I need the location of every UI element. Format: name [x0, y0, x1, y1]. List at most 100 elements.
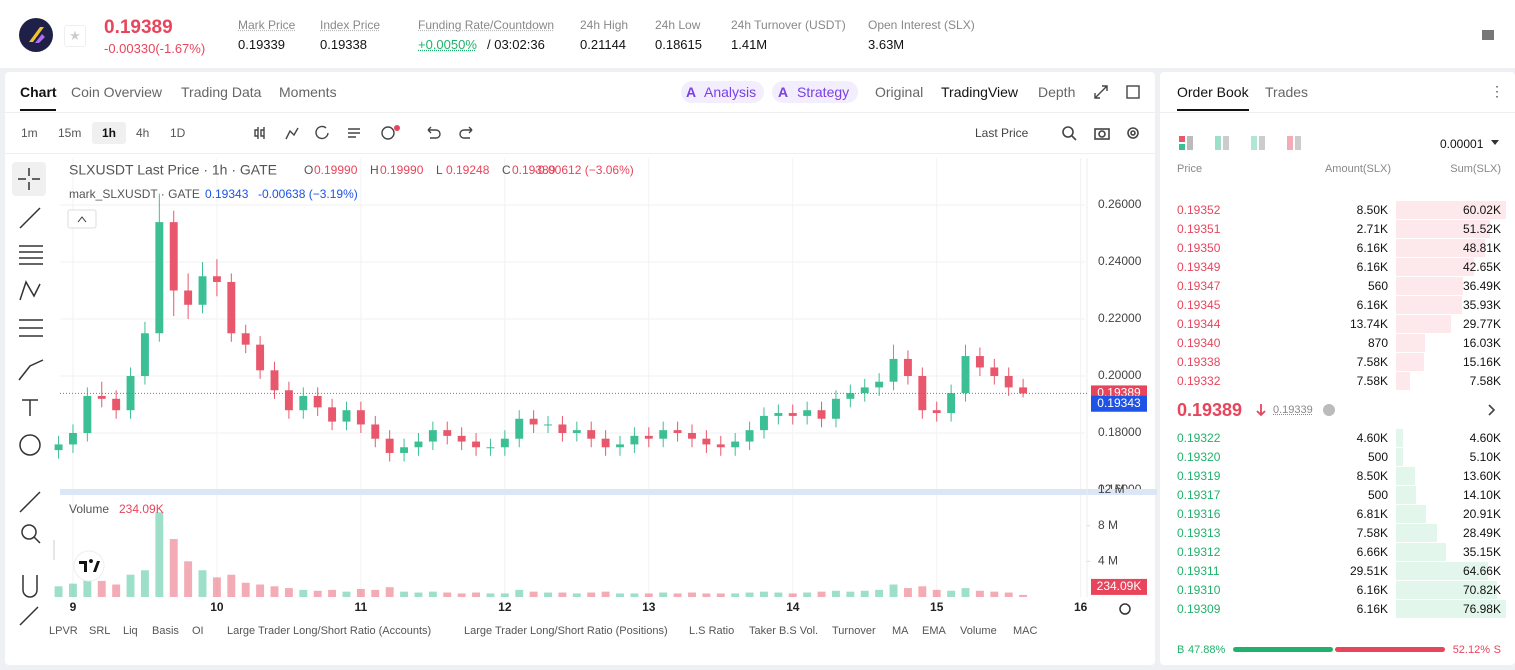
depth-bar: [1396, 201, 1506, 219]
interval-selected: [92, 122, 126, 144]
interval[interactable]: 15m: [58, 126, 82, 140]
book-price[interactable]: 0.19347: [1177, 279, 1221, 293]
menu[interactable]: ⋮: [1490, 83, 1504, 99]
book-sum: 29.77K: [1462, 317, 1501, 331]
depth-bar: [1396, 524, 1437, 542]
book-sum: 35.93K: [1462, 298, 1501, 312]
down-arrow: [1256, 404, 1266, 417]
book-price[interactable]: 0.19332: [1177, 374, 1221, 388]
tab[interactable]: Trading Data: [181, 84, 262, 100]
book-price[interactable]: 0.19319: [1177, 469, 1221, 483]
depth-bar: [1396, 562, 1489, 580]
stat-value: 0.19339: [238, 37, 285, 52]
view-depth[interactable]: Depth: [1038, 84, 1076, 100]
book-price[interactable]: 0.19351: [1177, 222, 1221, 236]
tab[interactable]: Trades: [1265, 84, 1309, 100]
col-header: Price: [1177, 163, 1203, 175]
indicator[interactable]: OI: [192, 625, 204, 637]
interval[interactable]: 1D: [170, 126, 186, 140]
book-price[interactable]: 0.19344: [1177, 317, 1221, 331]
precision[interactable]: 0.00001: [1440, 137, 1484, 151]
stat-label: Mark Price: [238, 18, 296, 32]
depth-bar: [1396, 581, 1498, 599]
icon-book[interactable]: [1481, 28, 1495, 42]
book-sum: 64.66K: [1462, 564, 1501, 578]
toolbar-icons[interactable]: [250, 124, 480, 142]
book-amount: 29.51K: [1349, 564, 1388, 578]
depth-bar: [1396, 334, 1426, 352]
view-original[interactable]: Original: [875, 84, 924, 100]
stat-value: 1.41M: [731, 37, 768, 52]
book-price[interactable]: 0.19340: [1177, 336, 1221, 350]
book-price[interactable]: 0.19313: [1177, 526, 1221, 540]
tab[interactable]: Moments: [279, 84, 337, 100]
book-amount: 2.71K: [1356, 222, 1388, 236]
indicator[interactable]: Taker B.S Vol.: [749, 625, 819, 637]
interval[interactable]: 1h: [102, 126, 117, 140]
favorite-star[interactable]: ★: [64, 25, 86, 47]
book-sum: 51.52K: [1462, 222, 1501, 236]
book-sum: 35.15K: [1462, 545, 1501, 559]
info-icon: [1323, 404, 1335, 416]
book-price[interactable]: 0.19312: [1177, 545, 1221, 559]
book-price[interactable]: 0.19311: [1177, 564, 1220, 578]
indicator[interactable]: MA: [892, 625, 909, 637]
book-amount: 6.16K: [1356, 260, 1388, 274]
indicator[interactable]: Basis: [152, 625, 179, 637]
pill[interactable]: [681, 81, 764, 103]
divider: [5, 153, 1155, 154]
book-price[interactable]: 0.19352: [1177, 203, 1221, 217]
indicator[interactable]: MACD: [1013, 625, 1037, 637]
depth-bar: [1396, 277, 1463, 295]
indicator[interactable]: Large Trader Long/Short Ratio (Positions…: [464, 625, 668, 637]
price-source[interactable]: Last Price: [975, 126, 1029, 140]
indicator[interactable]: Liq: [123, 625, 138, 637]
interval[interactable]: 4h: [136, 126, 150, 140]
indicator[interactable]: Large Trader Long/Short Ratio (Accounts): [227, 625, 432, 637]
indicator[interactable]: EMA: [922, 625, 946, 637]
book-price[interactable]: 0.19320: [1177, 450, 1221, 464]
view-analysis[interactable]: Analysis: [704, 84, 757, 100]
depth-bar: [1396, 353, 1424, 371]
book-sum: 13.60K: [1462, 469, 1501, 483]
chevron[interactable]: [1488, 404, 1496, 416]
book-views[interactable]: [1177, 135, 1307, 151]
depth-bar: [1396, 486, 1417, 504]
book-price[interactable]: 0.19349: [1177, 260, 1221, 274]
book-price[interactable]: 0.19310: [1177, 583, 1221, 597]
book-sum: 42.65K: [1462, 260, 1501, 274]
book-price[interactable]: 0.19345: [1177, 298, 1221, 312]
tab[interactable]: Chart: [20, 84, 57, 100]
book-amount: 7.58K: [1356, 355, 1388, 369]
book-price[interactable]: 0.19350: [1177, 241, 1221, 255]
depth-bar: [1396, 543, 1447, 561]
tab[interactable]: Order Book: [1177, 84, 1249, 100]
tab[interactable]: Coin Overview: [71, 84, 163, 100]
book-price[interactable]: 0.19316: [1177, 507, 1221, 521]
book-price[interactable]: 0.19309: [1177, 602, 1221, 616]
price-change: -0.00330(-1.67%): [104, 41, 206, 56]
book-sum: 15.16K: [1462, 355, 1501, 369]
panel-icons[interactable]: [1093, 84, 1143, 100]
indicator[interactable]: LPVR: [49, 625, 78, 637]
book-price[interactable]: 0.19322: [1177, 431, 1221, 445]
header: [0, 0, 1515, 68]
view-tradingview[interactable]: TradingView: [941, 84, 1019, 100]
depth-bar: [1396, 372, 1410, 390]
indicator[interactable]: L.S Ratio: [689, 625, 735, 637]
view-strategy[interactable]: Strategy: [797, 84, 850, 100]
pill[interactable]: [772, 81, 858, 103]
book-price[interactable]: 0.19338: [1177, 355, 1221, 369]
sell-bar: [1334, 647, 1445, 652]
indicator[interactable]: SRL: [89, 625, 111, 637]
drawing-tools[interactable]: [10, 160, 54, 630]
chart-tools[interactable]: [1060, 124, 1144, 142]
interval[interactable]: 1m: [21, 126, 38, 140]
indicator[interactable]: Turnover: [832, 625, 876, 637]
book-amount: 8.50K: [1356, 203, 1388, 217]
book-sum: 70.82K: [1462, 583, 1501, 597]
book-price[interactable]: 0.19317: [1177, 488, 1221, 502]
book-sum: 60.02K: [1462, 203, 1501, 217]
indicator[interactable]: Volume: [960, 625, 997, 637]
